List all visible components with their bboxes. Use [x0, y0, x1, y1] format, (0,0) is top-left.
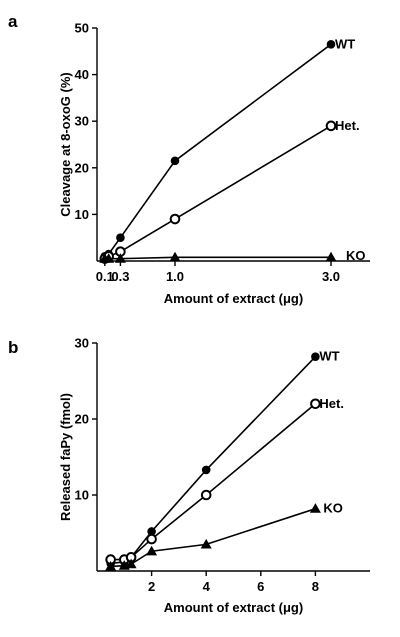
panel-a-series-het-label: Het. — [335, 118, 360, 133]
panel-a-point-het — [169, 213, 181, 225]
panel-a-x-tick-label: 1.0 — [166, 269, 184, 284]
panel-b-series-ko-line — [110, 507, 316, 568]
panel-b-point-ko — [309, 503, 321, 513]
panel-b-point-wt — [201, 465, 211, 475]
panel-b-point-ko — [200, 538, 212, 549]
panel-b-series-ko-label: KO — [323, 501, 343, 516]
panel-b-point-het — [146, 533, 157, 545]
panel-b-y-axis-title: Released faPy (fmol) — [58, 393, 73, 521]
panel-b-series-wt-label: WT — [319, 349, 339, 364]
panel-a-y-tick-label: 10 — [75, 207, 89, 222]
panel-a-y-tick-label: 40 — [75, 67, 89, 82]
panel-a-x-tick-label: 0.1 — [96, 269, 114, 284]
panel-a-x-tick-label: 3.0 — [322, 269, 340, 284]
panel-b-x-tick-label: 2 — [148, 579, 155, 594]
panel-b-y-tick-label: 10 — [75, 488, 89, 503]
panel-b-x-tick-label: 4 — [203, 579, 211, 594]
panel-a-point-het — [325, 120, 337, 132]
panel-b-x-axis-title: Amount of extract (μg) — [164, 600, 303, 615]
panel-a-y-tick-label: 20 — [75, 160, 89, 175]
panel-a-series-ko-label: KO — [346, 248, 366, 263]
panel-a-series-wt-label: WT — [335, 36, 355, 51]
panel-b-y-tick-label: 20 — [75, 412, 89, 427]
panel-a-point-ko — [114, 253, 126, 263]
panel-b-x-tick-label: 8 — [312, 579, 319, 594]
panel-b-point-ko — [146, 545, 158, 556]
panel-a-series-het-line — [104, 125, 332, 260]
panel-a-point-ko — [325, 251, 337, 262]
panel-a-point-ko — [169, 251, 181, 262]
panel-a-x-axis-title: Amount of extract (μg) — [164, 291, 303, 306]
panel-a-y-axis-title: Cleavage at 8-oxoG (%) — [58, 72, 73, 217]
panel-b: 10 20 30 2 4 6 8 Amount of extract (μg) Released… — [58, 336, 370, 615]
panel-a-label: a — [8, 12, 18, 31]
panel-b-point-ko — [125, 558, 137, 569]
panel-a-point-wt — [170, 156, 180, 166]
panel-a-y-tick-label: 30 — [75, 114, 89, 129]
panel-a-point-ko — [103, 253, 115, 263]
panel-b-point-het — [310, 398, 321, 410]
panel-a-series-wt-line — [104, 43, 332, 258]
panel-a-x-tick-label: 0.3 — [111, 269, 129, 284]
panel-b-point-wt — [311, 352, 320, 361]
panel-a: 10 20 30 40 50 0.10.3 1.0 3.0 Amount of extract … — [58, 21, 370, 306]
panel-b-series-het-line — [110, 403, 316, 561]
panel-b-series-wt-line — [110, 356, 316, 565]
panel-b-x-tick-label: 6 — [257, 579, 264, 594]
panel-b-point-het — [200, 489, 212, 501]
panel-a-point-wt — [116, 233, 125, 242]
panel-a-y-tick-label: 50 — [75, 21, 89, 36]
panel-a-series-ko-line — [104, 256, 331, 260]
panel-b-label: b — [8, 338, 18, 357]
panel-b-series-het-label: Het. — [319, 396, 344, 411]
panel-b-y-tick-label: 30 — [75, 336, 89, 351]
panel-b-point-wt — [147, 527, 156, 536]
panel-b-point-ko — [105, 560, 117, 571]
panel-a-point-wt — [326, 40, 336, 49]
